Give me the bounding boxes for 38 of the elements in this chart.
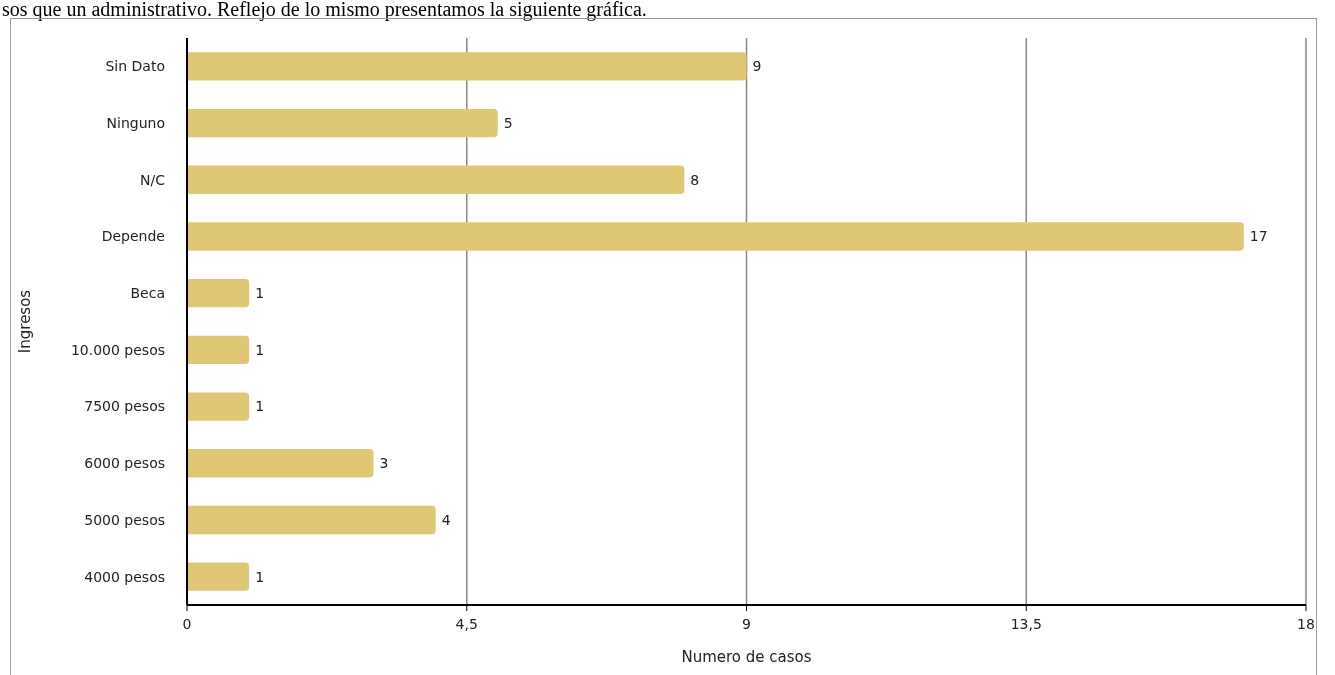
data-label: 5 <box>503 114 513 131</box>
x-tick-label: 0 <box>182 616 192 632</box>
y-tick-label: 6000 pesos <box>84 455 165 472</box>
bar <box>187 335 250 365</box>
y-tick-label: 7500 pesos <box>84 398 165 415</box>
x-tick-label: 13,5 <box>1010 616 1042 632</box>
bar <box>187 278 250 308</box>
text: sos que un administrativo. Reflejo de lo mismo presentamos la siguiente gráfica. <box>2 0 647 21</box>
data-label: 9 <box>752 58 762 75</box>
y-tick-label: N/C <box>140 171 166 188</box>
bar <box>187 108 498 138</box>
x-tick-label: 18 <box>1297 616 1315 632</box>
data-label: 1 <box>255 398 265 415</box>
data-label: 8 <box>690 171 700 188</box>
bar <box>187 392 250 421</box>
bar <box>187 222 1244 251</box>
y-tick-label: Ninguno <box>106 114 165 131</box>
bar <box>187 505 436 535</box>
data-label: 1 <box>255 285 265 302</box>
x-axis-title: Numero de casos <box>681 648 812 666</box>
data-label: 3 <box>379 455 389 472</box>
data-label: 1 <box>255 341 265 358</box>
y-tick-label: Depende <box>101 228 165 245</box>
x-tick-label: 4,5 <box>455 616 478 632</box>
data-label: 17 <box>1249 228 1268 245</box>
bar <box>187 165 685 194</box>
y-tick-label: 4000 pesos <box>84 568 165 585</box>
data-label: 4 <box>441 511 451 528</box>
y-tick-label: 10.000 pesos <box>70 341 165 358</box>
bar <box>187 449 374 478</box>
data-label: 1 <box>255 568 265 585</box>
y-axis-title: Ingresos <box>16 289 34 354</box>
bar <box>187 52 747 81</box>
y-tick-label: Sin Dato <box>105 58 165 75</box>
y-tick-label: Beca <box>130 285 165 302</box>
bar <box>187 562 250 591</box>
y-tick-label: 5000 pesos <box>84 511 165 528</box>
x-tick-label: 9 <box>742 616 751 632</box>
